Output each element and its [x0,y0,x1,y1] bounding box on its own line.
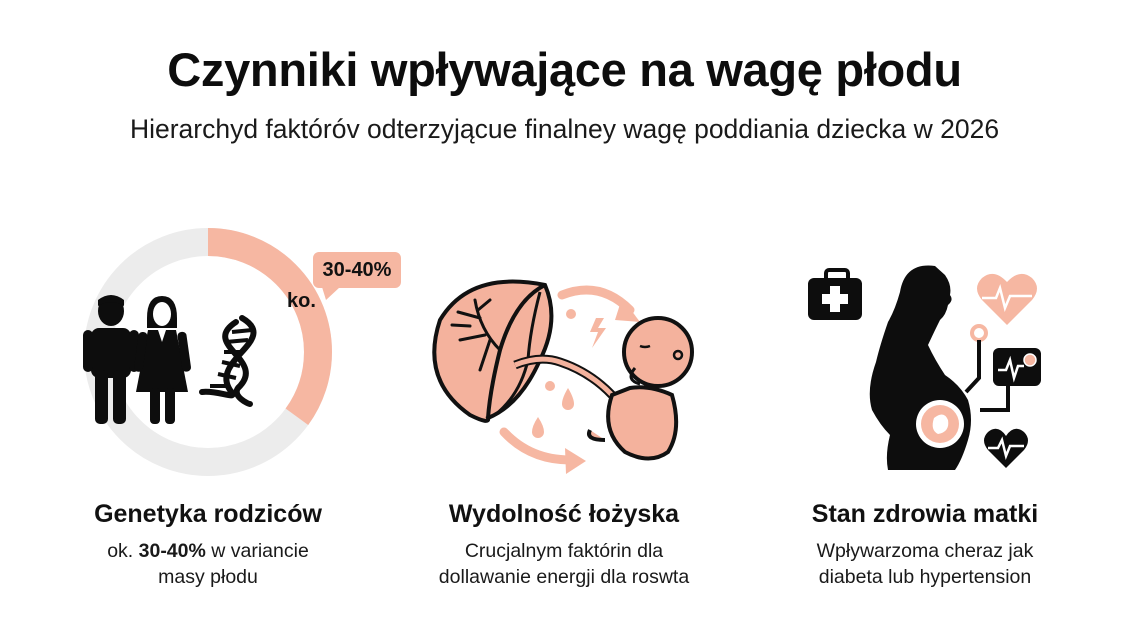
heart-pulse-icon [984,428,1028,468]
first-aid-kit-icon [808,268,862,320]
fetus-icon [587,316,694,461]
desc-line2: masy płodu [158,566,258,588]
desc-line1: Wpływarzoma cheraz jak [816,540,1034,562]
droplet-icon [562,388,574,410]
desc-line2: dollawanie energji dla roswta [438,566,690,588]
factor-description: Wpływarzoma cheraz jak diabeta lub hyper… [775,538,1075,590]
badge-note: ko. [287,290,316,312]
heart-pulse-icon [977,273,1037,325]
factor-title: Stan zdrowia matki [811,500,1039,528]
lightning-icon [590,318,606,348]
page-subtitle: Hierarchyd faktóróv odterzyjącue finalne… [129,114,1000,144]
factor-description: Crucjalnym faktórin dla dollawanie energ… [414,538,714,590]
desc-line1: Crucjalnym faktórin dla [464,540,664,562]
desc-suffix: w variancie [211,540,309,562]
factor-title: Genetyka rodziców [94,500,322,528]
monitor-icon [980,348,1041,412]
desc-line2: diabeta lub hypertension [818,566,1032,588]
desc-prefix: ok. [107,540,134,562]
desc-highlight: 30-40% [138,540,206,562]
factor-title: Wydolność łożyska [448,500,680,528]
factor-description: ok. 30-40% w variancie masy płodu [58,538,358,590]
page-title: Czynniki wpływające na wagę płodu [167,43,962,96]
percentage-badge: 30-40% [313,252,401,288]
